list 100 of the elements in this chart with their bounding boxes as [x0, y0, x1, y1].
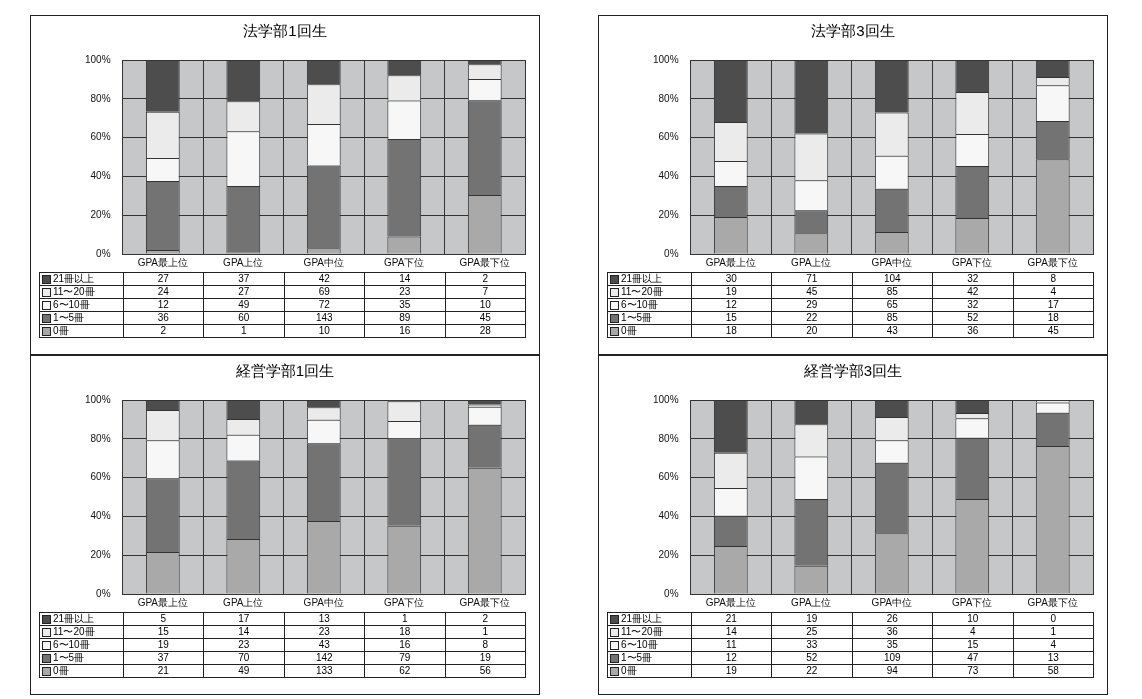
x-tick-label: GPA上位 — [223, 596, 264, 608]
text: 47 — [932, 651, 1013, 665]
text: 19 — [691, 664, 772, 678]
text: 142 — [284, 651, 365, 665]
legend-label: 1〜5冊 — [39, 311, 124, 325]
text: 1 — [203, 324, 285, 338]
y-tick-label: 100% — [85, 393, 111, 405]
legend-label: 1〜5冊 — [607, 311, 692, 325]
legend-label: 0冊 — [607, 664, 692, 678]
text: 65 — [852, 298, 933, 312]
legend-label: 6〜10冊 — [607, 298, 692, 312]
x-tick-label: GPA最下位 — [1027, 256, 1078, 268]
text: 36 — [852, 625, 933, 639]
x-tick-label: GPA最上位 — [137, 256, 189, 268]
text: 1 — [1013, 625, 1094, 639]
legend-label: 1〜5冊 — [607, 651, 692, 665]
chart-title: 法学部1回生 — [242, 22, 328, 41]
x-tick-label: GPA最上位 — [705, 596, 757, 608]
x-tick-label: GPA上位 — [791, 596, 832, 608]
text: 43 — [852, 324, 933, 338]
legend-label: 0冊 — [39, 324, 124, 338]
y-tick-label: 20% — [90, 548, 111, 560]
text: 109 — [852, 651, 933, 665]
text: 45 — [1013, 324, 1094, 338]
text: 19 — [445, 651, 526, 665]
text: 10 — [445, 298, 526, 312]
text: 32 — [932, 272, 1013, 286]
text: 52 — [932, 311, 1013, 325]
text: 13 — [1013, 651, 1094, 665]
legend-label: 11〜20冊 — [607, 625, 692, 639]
legend-label: 0冊 — [607, 324, 692, 338]
text: 4 — [1013, 285, 1094, 299]
text: 2 — [445, 612, 526, 626]
text: 73 — [932, 664, 1013, 678]
legend-label: 6〜10冊 — [39, 298, 124, 312]
text: 8 — [1013, 272, 1094, 286]
y-tick-label: 0% — [664, 587, 679, 599]
legend-label: 6〜10冊 — [39, 638, 124, 652]
text: 30 — [691, 272, 772, 286]
x-tick-label: GPA下位 — [952, 256, 993, 268]
text: 36 — [123, 311, 204, 325]
text: 14 — [364, 272, 445, 286]
y-tick-label: 20% — [90, 208, 111, 220]
text: 22 — [771, 664, 853, 678]
text: 12 — [123, 298, 204, 312]
text: 15 — [932, 638, 1013, 652]
text: 18 — [691, 324, 772, 338]
text: 22 — [771, 311, 853, 325]
text: 85 — [852, 285, 933, 299]
text: 35 — [852, 638, 933, 652]
y-tick-label: 60% — [658, 131, 679, 143]
y-tick-label: 40% — [658, 510, 679, 522]
y-tick-label: 0% — [96, 587, 111, 599]
text: 2 — [445, 272, 526, 286]
text: 25 — [771, 625, 853, 639]
x-tick-label: GPA下位 — [384, 596, 425, 608]
text: 62 — [364, 664, 445, 678]
text: 4 — [932, 625, 1013, 639]
text: 19 — [691, 285, 772, 299]
text: 4 — [1013, 638, 1094, 652]
text: 71 — [771, 272, 853, 286]
text: 19 — [123, 638, 204, 652]
text: 37 — [203, 272, 285, 286]
text: 14 — [691, 625, 772, 639]
chart-title: 経営学部1回生 — [234, 362, 336, 381]
y-tick-label: 80% — [90, 432, 111, 444]
text: 94 — [852, 664, 933, 678]
text: 23 — [284, 625, 365, 639]
legend-label: 1〜5冊 — [39, 651, 124, 665]
text: 5 — [123, 612, 204, 626]
x-tick-label: GPA最下位 — [459, 596, 510, 608]
text: 1 — [445, 625, 526, 639]
legend-label: 21冊以上 — [39, 272, 124, 286]
y-tick-label: 20% — [658, 208, 679, 220]
text: 45 — [445, 311, 526, 325]
y-tick-label: 20% — [658, 548, 679, 560]
text: 49 — [203, 664, 285, 678]
x-tick-label: GPA中位 — [871, 256, 912, 268]
text: 17 — [203, 612, 285, 626]
text: 21 — [123, 664, 204, 678]
y-tick-label: 60% — [90, 131, 111, 143]
x-tick-label: GPA中位 — [303, 256, 344, 268]
y-tick-label: 40% — [658, 170, 679, 182]
text: 27 — [123, 272, 204, 286]
text: 52 — [771, 651, 853, 665]
text: 37 — [123, 651, 204, 665]
legend-label: 11〜20冊 — [39, 285, 124, 299]
text: 42 — [932, 285, 1013, 299]
text: 16 — [364, 324, 445, 338]
chart-title: 法学部3回生 — [810, 22, 896, 41]
x-tick-label: GPA上位 — [223, 256, 264, 268]
y-tick-label: 40% — [90, 170, 111, 182]
text: 45 — [771, 285, 853, 299]
text: 18 — [364, 625, 445, 639]
y-tick-label: 100% — [653, 393, 679, 405]
text: 70 — [203, 651, 285, 665]
text: 143 — [284, 311, 365, 325]
text: 23 — [203, 638, 285, 652]
text: 43 — [284, 638, 365, 652]
text: 29 — [771, 298, 853, 312]
